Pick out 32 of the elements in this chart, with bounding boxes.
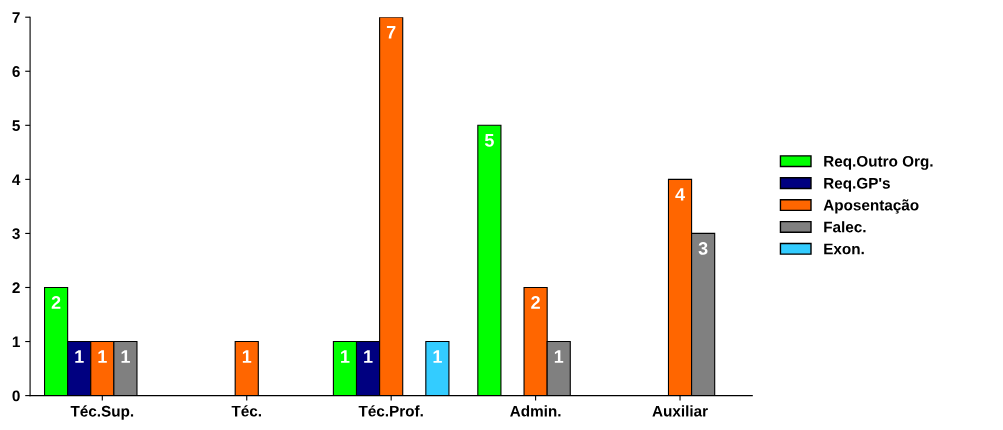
y-tick-label: 0: [12, 390, 20, 402]
y-tick-label: 6: [12, 66, 20, 77]
y-tick-label: 5: [12, 120, 20, 131]
x-tick-label: Téc.: [231, 405, 261, 417]
data-label: 1: [341, 350, 350, 363]
data-label: 1: [433, 350, 442, 363]
y-tick-label: 7: [12, 12, 20, 23]
x-tick-label: Téc.Sup.: [70, 405, 134, 420]
data-label: 1: [75, 350, 84, 363]
legend-label: Req.GP's: [824, 177, 890, 192]
data-label: 1: [121, 350, 130, 363]
data-label: 4: [675, 188, 685, 201]
data-label: 1: [242, 350, 252, 363]
legend-label: Falec.: [824, 221, 866, 233]
y-tick-label: 3: [12, 228, 20, 240]
data-label: 2: [531, 296, 540, 309]
data-label: 2: [51, 296, 61, 309]
data-label: 7: [386, 25, 396, 39]
data-label: 1: [554, 350, 564, 363]
data-label: 3: [698, 242, 708, 255]
x-tick-label: Auxiliar: [652, 405, 708, 417]
legend-label: Req.Outro Org.: [824, 155, 933, 170]
data-label: 1: [98, 350, 107, 363]
x-tick-label: Téc.Prof.: [358, 405, 423, 417]
x-tick-label: Admin.: [510, 405, 561, 417]
data-label: 5: [484, 134, 494, 147]
legend-label: Aposentação: [823, 199, 919, 214]
y-tick-label: 2: [12, 282, 20, 294]
y-tick-label: 1: [12, 336, 20, 348]
legend-label: Exon.: [824, 243, 864, 255]
y-tick-label: 4: [12, 174, 21, 185]
data-label: 1: [364, 350, 373, 363]
